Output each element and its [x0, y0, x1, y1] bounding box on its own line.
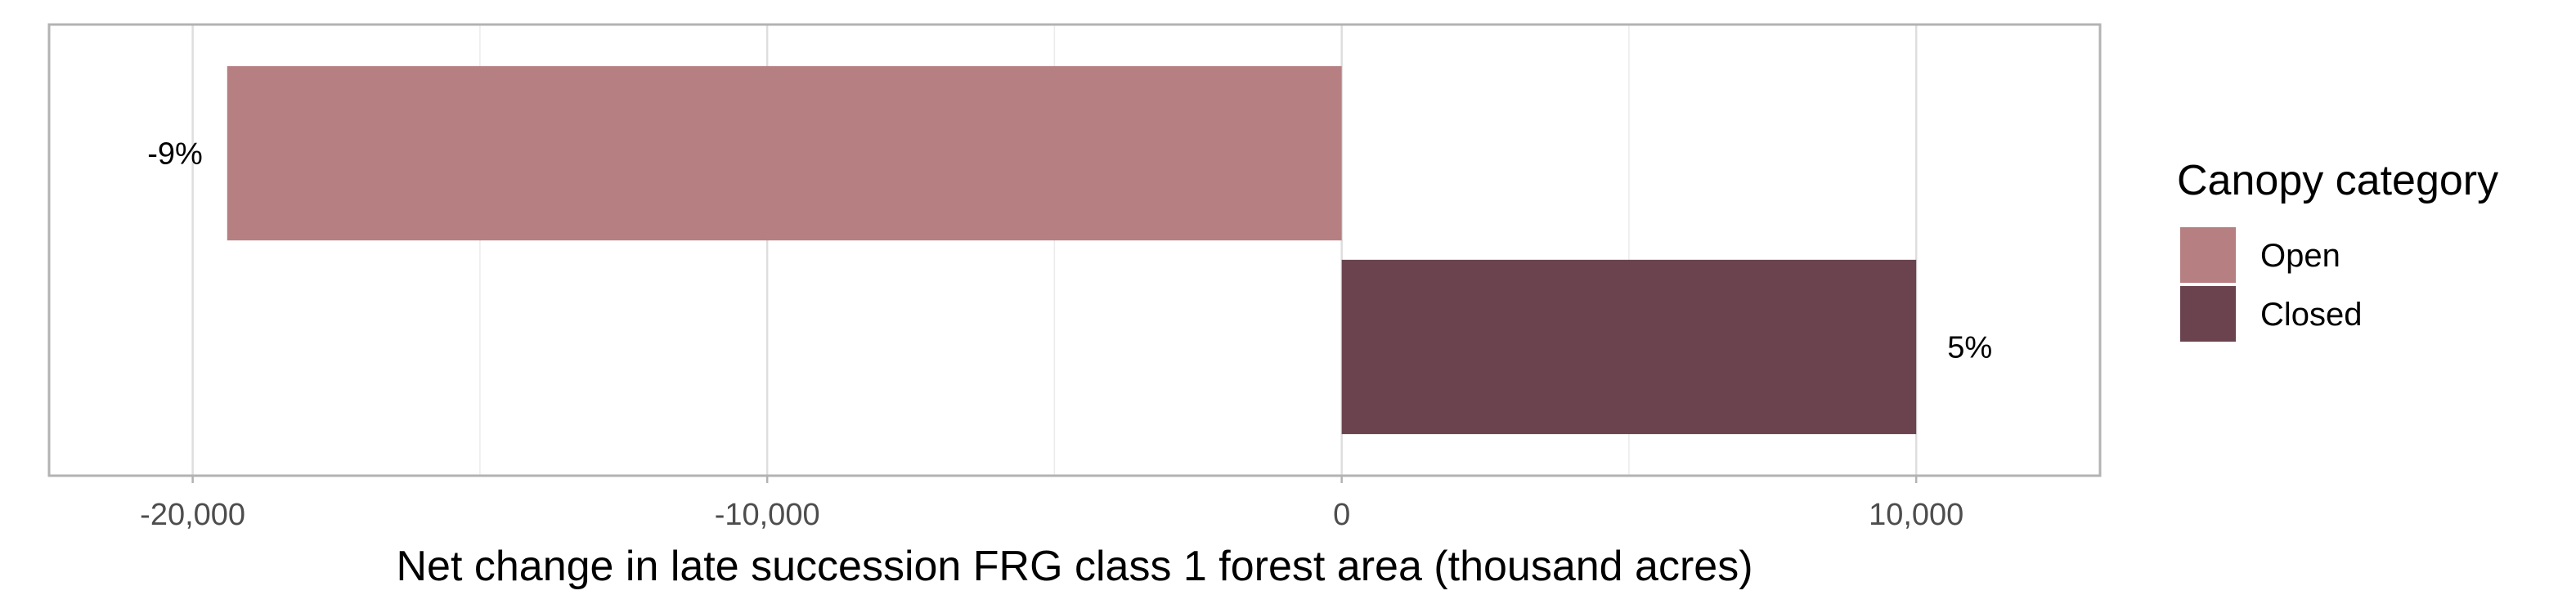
legend-label-closed: Closed [2260, 297, 2363, 333]
legend-items: Open Closed [2180, 227, 2363, 342]
legend-label-open: Open [2260, 238, 2340, 274]
x-tick-label: -20,000 [140, 498, 245, 532]
bar-open [227, 65, 1342, 241]
x-axis-title: Net change in late succession FRG class … [396, 543, 1752, 590]
legend: Canopy category Open Closed [2177, 157, 2498, 342]
data-labels: -9% 5% [147, 137, 1992, 365]
legend-title: Canopy category [2177, 157, 2498, 204]
x-tick-label: 0 [1333, 498, 1350, 532]
legend-swatch-closed [2180, 286, 2236, 342]
plot-panel-border [47, 23, 2102, 477]
x-tick-label: -10,000 [715, 498, 820, 532]
data-label-open: -9% [147, 137, 203, 172]
x-tick-label: 10,000 [1869, 498, 1963, 532]
data-label-closed: 5% [1947, 330, 1992, 365]
x-axis-ticks: -20,000 -10,000 0 10,000 [140, 476, 1963, 532]
bars [227, 65, 1917, 435]
bar-closed [1341, 259, 1917, 435]
legend-swatch-open [2180, 227, 2236, 283]
